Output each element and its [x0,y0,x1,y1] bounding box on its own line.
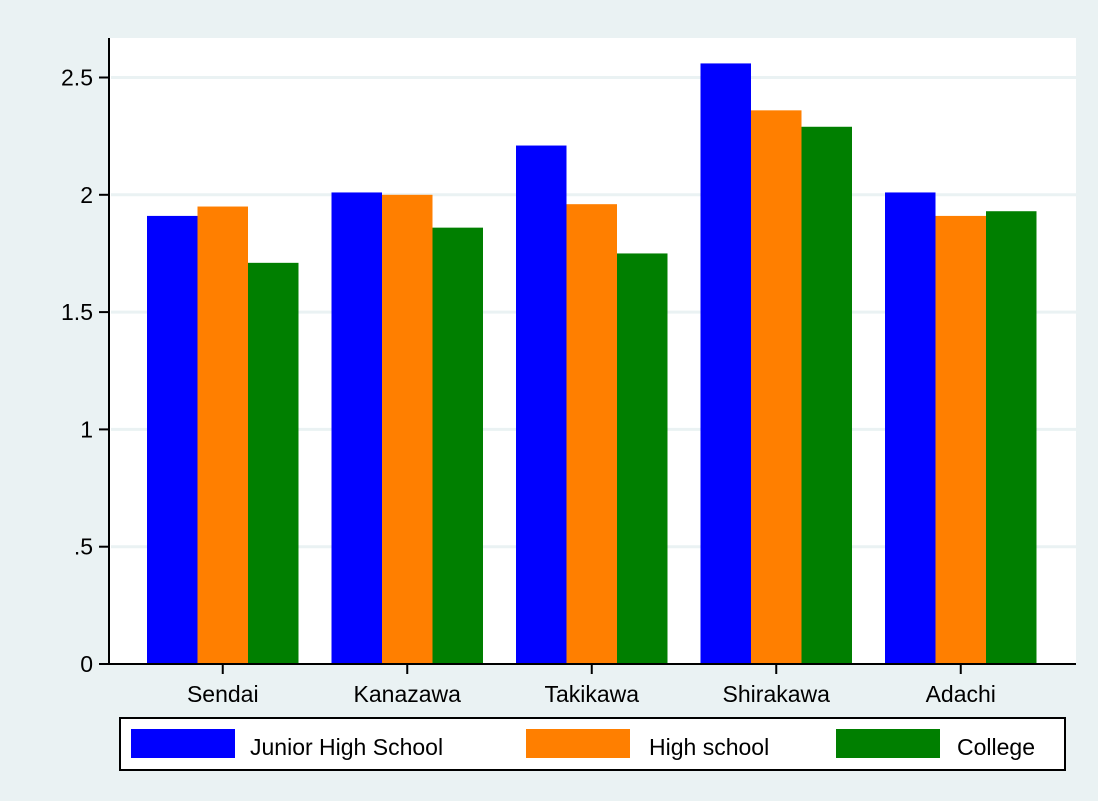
bar [935,215,986,664]
y-tick-label: 2 [80,182,93,208]
legend: Junior High School High school College [119,717,1066,771]
y-axis-ticks: 0 .5 1 1.5 2 2.5 [61,65,109,677]
bar [516,145,567,664]
bar [566,204,617,664]
legend-swatch [526,729,630,758]
x-tick-label: Shirakawa [723,681,831,707]
x-tick-label: Adachi [926,681,996,707]
bar [986,211,1037,665]
bar [147,215,198,664]
bar [382,194,433,665]
bar [885,192,936,665]
bar [801,126,852,665]
bar [751,110,802,665]
y-tick-label: 2.5 [61,65,93,91]
x-axis-labels: Sendai Kanazawa Takikawa Shirakawa Adachi [187,664,996,707]
bar [197,206,248,664]
y-tick-label: .5 [74,534,93,560]
y-tick-label: 1 [80,416,93,442]
legend-label: Junior High School [250,734,443,760]
legend-label: College [957,734,1035,760]
y-tick-label: 0 [80,651,93,677]
x-tick-label: Sendai [187,681,259,707]
x-tick-label: Kanazawa [354,681,462,707]
y-tick-label: 1.5 [61,299,93,325]
bars [147,63,1037,665]
bar [248,262,299,664]
legend-swatch [836,729,940,758]
bar [331,192,382,665]
bar [617,253,668,664]
x-tick-label: Takikawa [544,681,639,707]
bar [700,63,751,664]
bar [432,227,483,665]
legend-swatch [131,729,235,758]
legend-label: High school [649,734,769,760]
